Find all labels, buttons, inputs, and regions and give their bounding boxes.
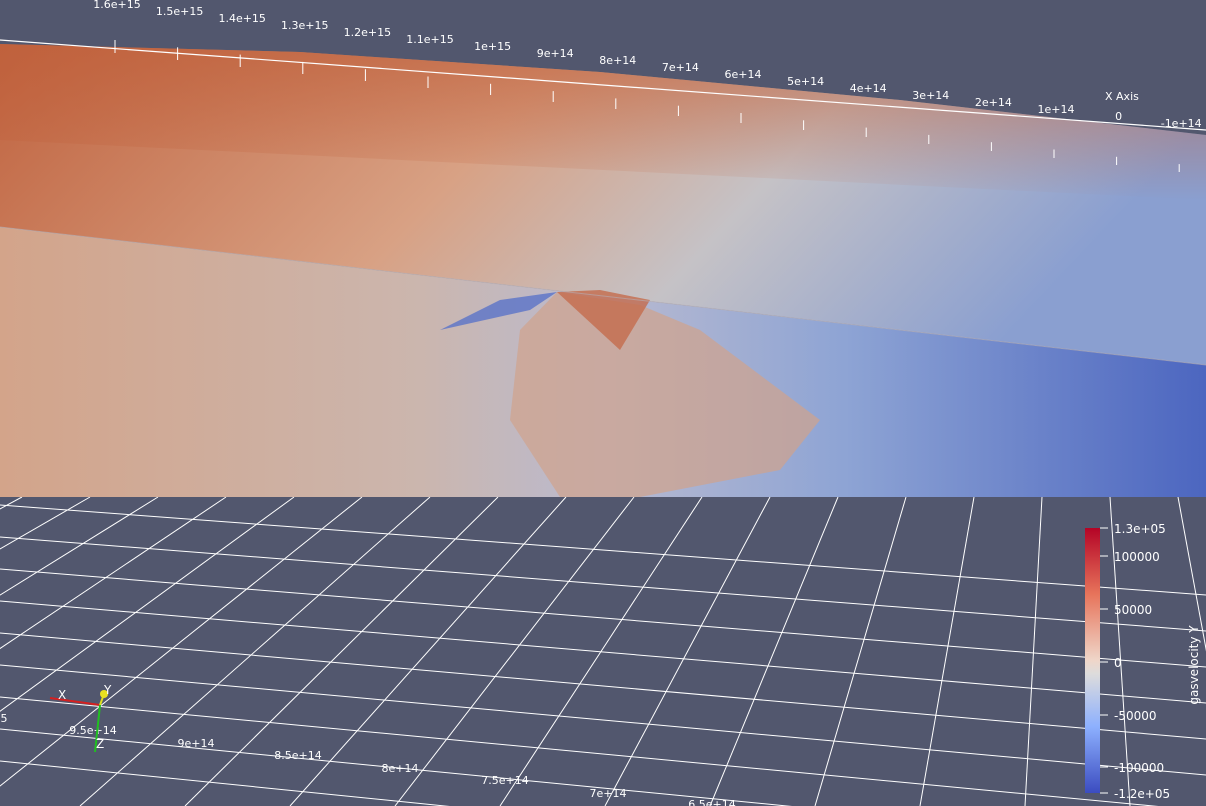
grid-line	[499, 496, 703, 806]
disturbance-blue	[440, 292, 557, 330]
grid-line	[0, 496, 91, 550]
z-label: Z	[96, 737, 104, 751]
bottom-axis-label: 5	[1, 712, 8, 725]
bottom-axis-label: 8e+14	[382, 762, 419, 775]
bottom-axis-label: 7e+14	[590, 787, 627, 800]
color-bar-title: gasvelocity Y	[1187, 625, 1201, 705]
bottom-axis-labels: 5 9.5e+14 9e+14 8.5e+14 8e+14 7.5e+14 7e+14 6.5…	[1, 712, 736, 806]
grid-line	[1177, 496, 1206, 652]
top-axis-label: 1.6e+15	[93, 0, 140, 11]
grid-line	[79, 496, 431, 806]
top-axis-label: 7e+14	[662, 61, 699, 74]
top-axis-label: 4e+14	[850, 82, 887, 95]
x-arrow	[49, 697, 101, 706]
color-bar	[1085, 528, 1100, 793]
top-axis-label: 5e+14	[787, 75, 824, 88]
color-bar-label: 100000	[1114, 550, 1160, 564]
slice-upper-shade	[0, 44, 1206, 200]
top-axis-title: X Axis	[1105, 90, 1139, 103]
color-bar-label: 1.3e+05	[1114, 522, 1166, 536]
bottom-axis-label: 7.5e+14	[481, 774, 528, 787]
orientation-axes: X Y Z	[49, 683, 112, 753]
top-axis-label: 8e+14	[599, 54, 636, 67]
top-axis-label: 9e+14	[537, 47, 574, 60]
y-label: Y	[103, 683, 112, 697]
disturbance-red	[557, 290, 650, 350]
grid-line	[0, 496, 363, 787]
grid-line	[1109, 496, 1131, 806]
top-axis-label: 1e+14	[1038, 103, 1075, 116]
top-axis-label: 2e+14	[975, 96, 1012, 109]
color-bar-label: 50000	[1114, 603, 1152, 617]
top-axis-label: 1.1e+15	[406, 33, 453, 46]
top-axis-label: -1e+14	[1161, 117, 1202, 130]
floor-grid	[0, 496, 1206, 806]
grid-line	[0, 600, 1206, 704]
top-axis-label: 6e+14	[725, 68, 762, 81]
slice-edge	[0, 226, 1206, 366]
x-label: X	[58, 688, 66, 702]
z-arrow	[94, 704, 101, 753]
top-axis-label: 3e+14	[912, 89, 949, 102]
grid-line	[0, 536, 1206, 632]
color-bar-label: 0	[1114, 656, 1122, 670]
top-axis-label: 1.5e+15	[156, 5, 203, 18]
grid-line	[919, 496, 975, 806]
grid-line	[289, 496, 567, 806]
color-bar-labels: 1.3e+05 100000 50000 0 -50000 -100000 -1.2e+05	[1100, 522, 1170, 801]
grid-line	[0, 504, 1206, 596]
top-axis-label: 1e+15	[474, 40, 511, 53]
grid-line	[0, 496, 159, 596]
grid-line	[184, 496, 499, 806]
grid-line	[0, 664, 1206, 776]
grid-line	[709, 496, 839, 806]
top-axis-labels: 1.6e+15 1.5e+15 1.4e+15 1.3e+15 1.2e+15 1.1e+…	[93, 0, 1202, 172]
y-tip	[100, 690, 108, 698]
grid-line	[814, 496, 907, 806]
grid-line	[0, 696, 1159, 806]
grid-line	[604, 496, 771, 806]
color-bar-label: -100000	[1114, 761, 1164, 775]
grid-line	[0, 496, 227, 650]
grid-line	[0, 568, 1206, 668]
top-axis-label: 1.2e+15	[344, 26, 391, 39]
top-axis-line	[0, 39, 1206, 131]
grid-line	[0, 496, 23, 510]
grid-line	[0, 760, 450, 806]
top-axis-label: 1.3e+15	[281, 19, 328, 32]
grid-line	[0, 728, 793, 806]
bottom-axis-label: 9.5e+14	[69, 724, 116, 737]
color-bar-label: -1.2e+05	[1114, 787, 1170, 801]
grid-line	[0, 632, 1206, 740]
top-axis-label: 1.4e+15	[218, 12, 265, 25]
grid-line	[394, 496, 635, 806]
top-axis-label: 0	[1115, 110, 1122, 123]
bottom-axis-label: 8.5e+14	[274, 749, 321, 762]
grid-line	[0, 496, 295, 712]
bottom-axis-label: 6.5e+14	[688, 798, 735, 806]
disturbance	[510, 292, 820, 497]
color-bar-label: -50000	[1114, 709, 1157, 723]
grid-line	[1024, 496, 1043, 806]
bottom-axis-label: 9e+14	[178, 737, 215, 750]
